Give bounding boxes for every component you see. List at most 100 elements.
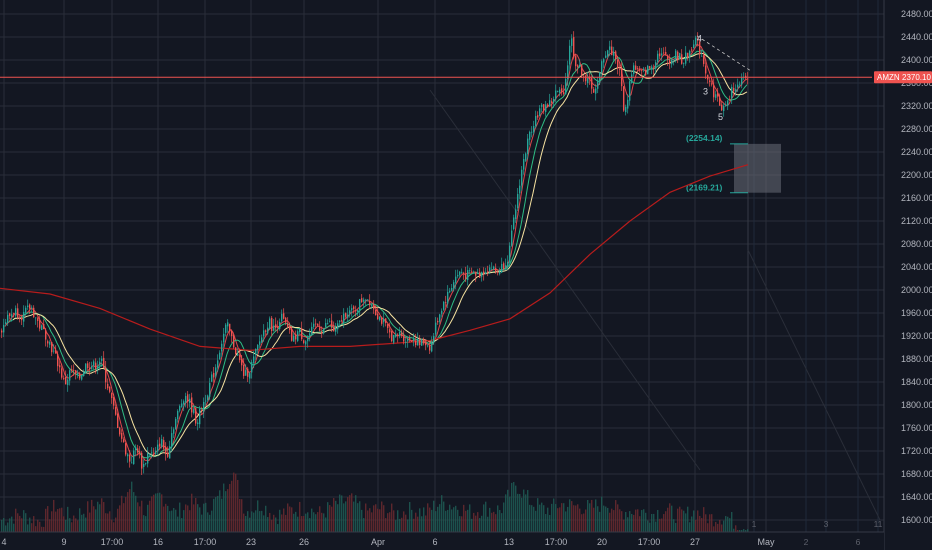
candle-body <box>489 267 491 271</box>
candle-body <box>493 266 495 270</box>
volume-bar <box>401 517 403 532</box>
volume-bar <box>169 511 171 532</box>
candle-body <box>623 86 625 111</box>
candle-body <box>699 41 701 55</box>
wave-label-5: 5 <box>718 112 723 122</box>
candle-body <box>541 104 543 107</box>
candle-body <box>607 50 609 57</box>
candle-body <box>319 327 321 331</box>
volume-bar <box>355 495 357 532</box>
candle-body <box>429 345 431 351</box>
candle-body <box>665 51 667 56</box>
candle-body <box>509 245 511 263</box>
candle-body <box>371 304 373 307</box>
volume-bar <box>225 491 227 532</box>
volume-bar <box>319 506 321 532</box>
volume-bar <box>111 519 113 532</box>
price-tick-label: 1800.00 <box>901 400 932 410</box>
volume-bar <box>311 508 313 532</box>
volume-bar <box>49 519 51 532</box>
volume-bar <box>613 510 615 532</box>
candle-body <box>391 331 393 342</box>
volume-bar <box>629 511 631 532</box>
volume-bar <box>549 515 551 532</box>
volume-bar <box>161 494 163 532</box>
volume-bar <box>695 519 697 532</box>
volume-bar <box>1 519 3 532</box>
volume-bar <box>141 500 143 532</box>
volume-bar <box>725 516 727 532</box>
candle-body <box>171 433 173 447</box>
volume-bar <box>79 508 81 532</box>
candle-body <box>173 429 175 434</box>
badge-symbol: AMZN <box>877 73 900 82</box>
candle-body <box>461 272 463 273</box>
candle-body <box>611 46 613 56</box>
volume-bar <box>125 497 127 532</box>
volume-bar <box>277 524 279 532</box>
candle-body <box>557 91 559 92</box>
candle-body <box>729 99 731 101</box>
volume-bar <box>163 506 165 532</box>
price-tick-label: 2120.00 <box>901 216 932 226</box>
candle-body <box>379 316 381 321</box>
volume-bar <box>455 505 457 532</box>
volume-bar <box>411 509 413 532</box>
volume-bar <box>21 518 23 532</box>
candle-body <box>229 323 231 332</box>
candle-body <box>591 78 593 89</box>
candle-body <box>9 313 11 316</box>
volume-bar <box>257 500 259 532</box>
volume-bar <box>185 504 187 532</box>
volume-bar <box>617 504 619 532</box>
volume-bar <box>317 512 319 532</box>
candle-body <box>495 267 497 272</box>
target-label-upper: (2254.14) <box>686 133 723 143</box>
time-axis[interactable]: 4 9 17:00 16 17:00 23 26 Apr 6 13 17:00 20 17:00 27 Ma… <box>0 519 884 550</box>
volume-bar <box>193 504 195 532</box>
candle-body <box>393 335 395 343</box>
candle-body <box>247 368 249 377</box>
volume-bar <box>215 497 217 532</box>
volume-bar <box>245 515 247 532</box>
volume-bar <box>543 505 545 532</box>
candle-body <box>741 77 743 85</box>
candle-body <box>107 383 109 389</box>
candle-body <box>401 332 403 336</box>
candle-body <box>217 360 219 368</box>
candlesticks <box>1 31 749 475</box>
candle-body <box>693 44 695 49</box>
candle-body <box>115 407 117 415</box>
price-axis[interactable]: 2480.002440.002400.002360.002320.002280.… <box>874 0 932 550</box>
candle-body <box>15 308 17 316</box>
candle-body <box>717 92 719 97</box>
candle-body <box>139 451 141 454</box>
volume-bar <box>191 493 193 532</box>
volume-bar <box>457 509 459 532</box>
volume-bar <box>129 489 131 532</box>
wave-label-3: 3 <box>703 87 708 97</box>
volume-bar <box>293 513 295 532</box>
volume-bar <box>179 502 181 532</box>
candle-body <box>191 397 193 413</box>
volume-bar <box>41 526 43 532</box>
candle-body <box>225 324 227 333</box>
candle-body <box>219 352 221 360</box>
volume-bar <box>509 496 511 532</box>
candle-body <box>151 452 153 454</box>
candle-body <box>589 76 591 80</box>
volume-bar <box>681 509 683 532</box>
candle-body <box>425 342 427 346</box>
price-tick-label: 1920.00 <box>901 331 932 341</box>
volume-bar <box>687 506 689 532</box>
candle-body <box>127 454 129 457</box>
candle-body <box>75 370 77 374</box>
volume-bar <box>439 504 441 532</box>
candle-body <box>161 439 163 447</box>
candle-body <box>39 320 41 329</box>
volume-bar <box>403 511 405 532</box>
price-tick-label: 1960.00 <box>901 308 932 318</box>
candle-body <box>687 52 689 58</box>
price-tick-label: 2200.00 <box>901 170 932 180</box>
